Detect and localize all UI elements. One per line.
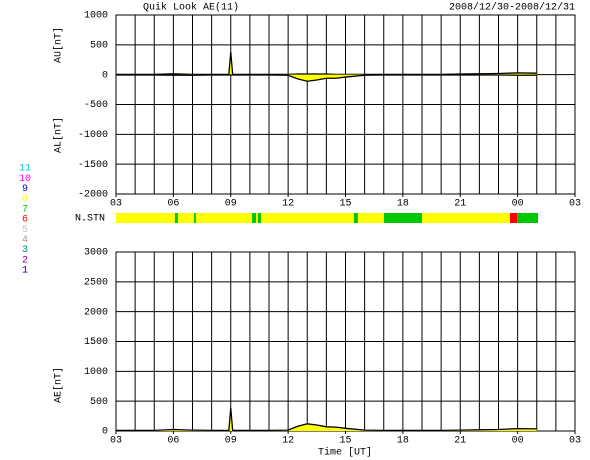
x-tick-label: 15 [339, 436, 351, 447]
station-segment [357, 213, 384, 223]
y-tick-label: 1000 [84, 11, 108, 22]
station-segment [195, 213, 252, 223]
x-tick-label: 12 [282, 436, 294, 447]
y-tick-label: 0 [102, 427, 108, 438]
x-tick-label: 12 [282, 199, 294, 210]
strip-label: N.STN [75, 214, 105, 225]
y-tick-label: 500 [90, 397, 108, 408]
station-segment [116, 213, 175, 223]
y-tick-label: -500 [84, 100, 108, 111]
x-tick-label: 15 [339, 199, 351, 210]
y-tick-label: -1500 [78, 160, 108, 171]
x-tick-label: 06 [167, 436, 179, 447]
legend-entry: 6 [22, 215, 28, 226]
station-segment [194, 213, 196, 223]
x-tick-label: 03 [110, 436, 122, 447]
y-tick-label: -2000 [78, 190, 108, 201]
x-tick-label: 21 [454, 436, 466, 447]
y-tick-label: 500 [90, 40, 108, 51]
x-tick-label: 18 [397, 436, 409, 447]
y-tick-label: 1000 [84, 367, 108, 378]
chart-title: Quik Look AE(11) [143, 2, 239, 14]
series-line [116, 51, 537, 76]
x-tick-label: 03 [110, 199, 122, 210]
y-tick-label: 2500 [84, 277, 108, 288]
station-segment [257, 213, 261, 223]
x-tick-label: 00 [512, 199, 524, 210]
station-segment [255, 213, 258, 223]
legend-entry: 3 [22, 245, 28, 256]
legend-entry: 10 [19, 174, 31, 185]
x-tick-label: 09 [225, 436, 237, 447]
legend-entry: 9 [22, 184, 28, 195]
x-tick-label: 03 [569, 199, 581, 210]
legend-entry: 2 [22, 255, 28, 266]
y-tick-label: 0 [102, 70, 108, 81]
station-segment [260, 213, 354, 223]
legend-entry: 7 [22, 204, 28, 215]
y-axis-title: AU[nT] [53, 27, 65, 63]
x-tick-label: 00 [512, 436, 524, 447]
station-segment [422, 213, 510, 223]
station-segment [383, 213, 422, 223]
y-axis-title: AL[nT] [53, 117, 65, 153]
y-axis-title: AE[nT] [53, 367, 65, 403]
x-tick-label: 18 [397, 199, 409, 210]
x-tick-label: 06 [167, 199, 179, 210]
station-segment [251, 213, 256, 223]
series-line [116, 407, 537, 432]
x-axis-title: Time [UT] [318, 447, 372, 459]
legend-entry: 1 [22, 266, 28, 277]
legend-entry: 5 [22, 225, 28, 236]
station-segment [174, 213, 178, 223]
y-tick-label: 2000 [84, 307, 108, 318]
x-tick-label: 21 [454, 199, 466, 210]
station-segment [517, 213, 539, 223]
date-range: 2008/12/30-2008/12/31 [449, 2, 575, 14]
y-tick-label: 3000 [84, 248, 108, 259]
series-line [116, 74, 537, 82]
y-tick-label: -1000 [78, 130, 108, 141]
station-segment [353, 213, 358, 223]
station-segment [177, 213, 195, 223]
legend-entry: 4 [22, 235, 28, 246]
x-tick-label: 03 [569, 436, 581, 447]
legend-entry: 11 [19, 164, 31, 175]
y-tick-label: 1500 [84, 337, 108, 348]
legend-entry: 8 [22, 194, 28, 205]
plot-frame [115, 14, 576, 195]
x-tick-label: 09 [225, 199, 237, 210]
station-segment [509, 213, 518, 223]
